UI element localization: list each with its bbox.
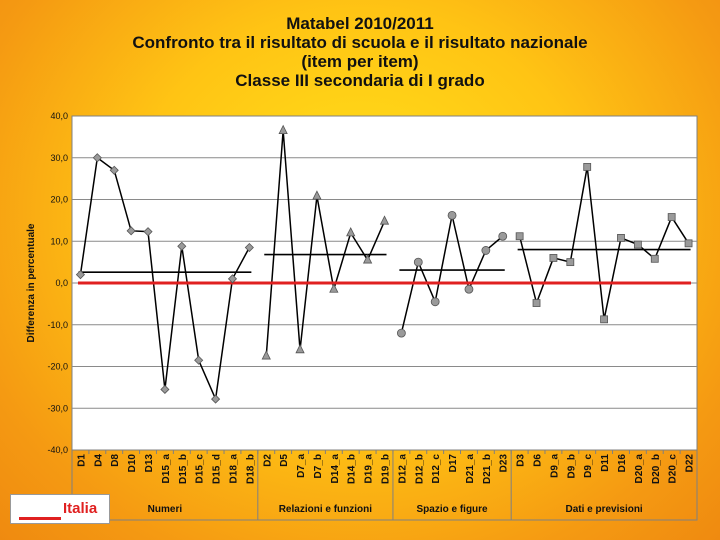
- category-label: D20_b: [651, 454, 662, 484]
- category-label: D21_a: [465, 454, 476, 484]
- category-label: D11: [600, 454, 611, 472]
- y-tick-label: -10,0: [47, 320, 68, 330]
- data-point-diamond: [227, 274, 238, 284]
- category-label: D7_b: [313, 454, 324, 478]
- y-axis-label: Differenza in percentuale: [26, 223, 37, 342]
- category-label: D13: [144, 454, 155, 473]
- data-point-square: [566, 258, 575, 267]
- data-point-triangle: [295, 343, 305, 354]
- category-label: D15_d: [212, 454, 223, 484]
- group-label: Dati e previsioni: [565, 504, 642, 515]
- data-point-circle: [464, 284, 474, 294]
- category-label: D18_b: [245, 454, 256, 484]
- y-tick-label: -40,0: [47, 445, 68, 455]
- y-tick-label: 20,0: [50, 195, 68, 205]
- data-point-circle: [498, 231, 508, 241]
- category-label: D22: [685, 454, 696, 473]
- title-line-2: Confronto tra il risultato di scuola e i…: [132, 33, 588, 52]
- data-point-square: [515, 232, 524, 241]
- category-label: D12_b: [414, 454, 425, 484]
- data-point-diamond: [177, 241, 187, 251]
- y-tick-label: -30,0: [47, 403, 68, 413]
- data-point-triangle: [278, 124, 288, 135]
- data-point-square: [600, 315, 608, 324]
- category-label: D23: [499, 454, 510, 473]
- category-axis-frame: [71, 449, 698, 521]
- data-point-circle: [481, 246, 491, 255]
- data-point-circle: [430, 297, 440, 307]
- category-label: D17: [448, 454, 459, 473]
- category-label: D5: [279, 454, 290, 467]
- category-label: D1: [76, 454, 87, 467]
- group-label: Numeri: [148, 504, 183, 515]
- data-point-circle: [396, 328, 406, 338]
- category-label: D8: [110, 454, 121, 467]
- data-point-diamond: [194, 355, 204, 365]
- data-point-triangle: [379, 215, 390, 225]
- y-tick-label: 40,0: [50, 111, 68, 121]
- data-point-triangle: [346, 227, 356, 237]
- title-line-1: Matabel 2010/2011: [286, 14, 434, 33]
- group-label: Relazioni e funzioni: [279, 504, 373, 515]
- data-point-square: [667, 213, 676, 221]
- data-point-circle: [413, 257, 423, 267]
- category-label: D4: [93, 454, 104, 467]
- data-point-square: [617, 234, 625, 242]
- y-tick-label: 0,0: [55, 278, 68, 288]
- data-point-square: [684, 239, 693, 248]
- category-label: D16: [617, 454, 628, 473]
- category-label: D6: [533, 454, 544, 467]
- data-point-square: [532, 299, 541, 307]
- category-label: D14_a: [330, 454, 341, 484]
- y-tick-label: 30,0: [50, 153, 68, 163]
- legend: Italia: [10, 494, 110, 524]
- category-label: D15_c: [195, 454, 206, 484]
- series-line: [265, 130, 386, 357]
- data-point-triangle: [362, 254, 373, 264]
- data-point-square: [549, 254, 558, 262]
- data-point-square: [650, 254, 659, 263]
- data-point-square: [633, 240, 642, 249]
- category-label: D19_a: [364, 454, 375, 484]
- legend-line-swatch: [19, 517, 61, 520]
- data-point-diamond: [92, 153, 102, 163]
- category-label: D19_b: [381, 454, 392, 484]
- title-line-4: Classe III secondaria di I grado: [235, 71, 485, 90]
- category-label: D20_c: [668, 454, 679, 484]
- data-point-diamond: [244, 242, 254, 253]
- category-label: D18_a: [228, 454, 239, 484]
- data-point-triangle: [329, 283, 339, 293]
- category-label: D9_b: [566, 454, 577, 478]
- category-label: D3: [516, 454, 527, 467]
- category-label: D7_a: [296, 454, 307, 478]
- category-label: D2: [262, 454, 273, 467]
- data-point-triangle: [312, 190, 322, 200]
- data-point-diamond: [109, 165, 119, 175]
- category-label: D12_c: [431, 454, 442, 484]
- category-label: D15_a: [161, 454, 172, 484]
- data-point-square: [583, 163, 592, 171]
- category-label: D15_b: [178, 454, 189, 484]
- data-point-circle: [447, 210, 457, 220]
- data-point-diamond: [160, 384, 170, 395]
- category-label: D12_a: [397, 454, 408, 484]
- data-point-diamond: [75, 270, 86, 280]
- chart-title: Matabel 2010/2011 Confronto tra il risul…: [0, 14, 720, 90]
- data-point-triangle: [261, 350, 271, 360]
- title-line-3: (item per item): [301, 52, 419, 71]
- category-label: D9_a: [549, 454, 560, 478]
- category-label: D21_b: [482, 454, 493, 484]
- y-tick-label: 10,0: [50, 236, 68, 246]
- category-label: D10: [127, 454, 138, 473]
- legend-label: Italia: [63, 500, 98, 517]
- category-label: D14_b: [347, 454, 358, 484]
- group-label: Spazio e figure: [417, 504, 489, 515]
- category-label: D9_c: [583, 454, 594, 478]
- data-point-diamond: [126, 226, 136, 236]
- category-label: D20_a: [634, 454, 645, 484]
- y-tick-label: -20,0: [47, 362, 68, 372]
- data-point-diamond: [143, 227, 153, 237]
- data-point-diamond: [211, 394, 221, 404]
